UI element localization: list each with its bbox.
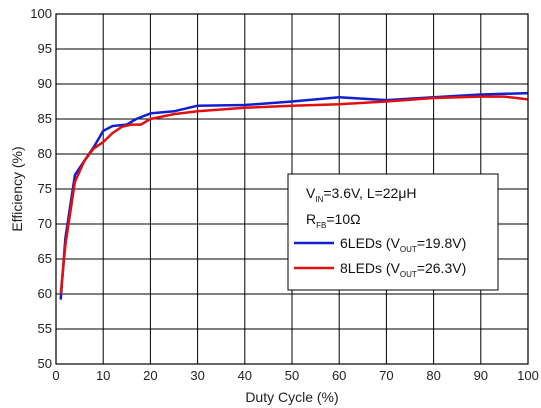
y-tick-label: 85 xyxy=(38,111,52,126)
y-tick-label: 80 xyxy=(38,146,52,161)
x-tick-label: 90 xyxy=(474,368,488,383)
x-tick-label: 50 xyxy=(285,368,299,383)
x-axis-label: Duty Cycle (%) xyxy=(245,389,338,405)
y-tick-label: 100 xyxy=(30,6,52,21)
series-line-8leds xyxy=(59,95,529,295)
annotation-v: V xyxy=(306,185,316,201)
annotation-rfb: RFB=10Ω xyxy=(306,211,361,230)
y-tick-label: 95 xyxy=(38,41,52,56)
y-axis-label: Efficiency (%) xyxy=(9,146,25,231)
annotation-conditions: VIN=3.6V, L=22μH xyxy=(306,185,417,204)
x-tick-label: 10 xyxy=(96,368,110,383)
y-tick-label: 50 xyxy=(38,356,52,371)
series-lines xyxy=(59,91,529,300)
y-tick-label: 55 xyxy=(38,321,52,336)
x-tick-label: 20 xyxy=(143,368,157,383)
y-tick-label: 75 xyxy=(38,181,52,196)
annotation-rfb-rest: =10Ω xyxy=(326,211,360,227)
y-tick-label: 90 xyxy=(38,76,52,91)
x-tick-label: 80 xyxy=(426,368,440,383)
annotation-fb-subscript: FB xyxy=(316,221,326,230)
annotation-r: R xyxy=(306,211,316,227)
x-tick-label: 40 xyxy=(238,368,252,383)
y-tick-label: 65 xyxy=(38,251,52,266)
annotation-conditions-rest: =3.6V, L=22μH xyxy=(323,185,416,201)
x-tick-label: 0 xyxy=(52,368,59,383)
x-tick-label: 30 xyxy=(190,368,204,383)
y-tick-label: 60 xyxy=(38,286,52,301)
x-tick-label: 100 xyxy=(517,368,539,383)
legend: VIN=3.6V, L=22μH RFB=10Ω 6LEDs (VOUT=19.… xyxy=(287,173,499,291)
annotation-in-subscript: IN xyxy=(315,195,323,204)
tick-labels: 0 10 20 30 40 50 60 70 80 90 100 50 55 60 65 70 75 80 85 90… xyxy=(30,6,539,383)
legend-box xyxy=(287,173,499,291)
legend-label-8leds: 8LEDs (VOUT=26.3V) xyxy=(340,260,466,279)
x-tick-label: 70 xyxy=(379,368,393,383)
plot-frame xyxy=(55,13,529,365)
y-tick-label: 70 xyxy=(38,216,52,231)
legend-label-6leds: 6LEDs (VOUT=19.8V) xyxy=(340,235,466,254)
x-tick-label: 60 xyxy=(332,368,346,383)
